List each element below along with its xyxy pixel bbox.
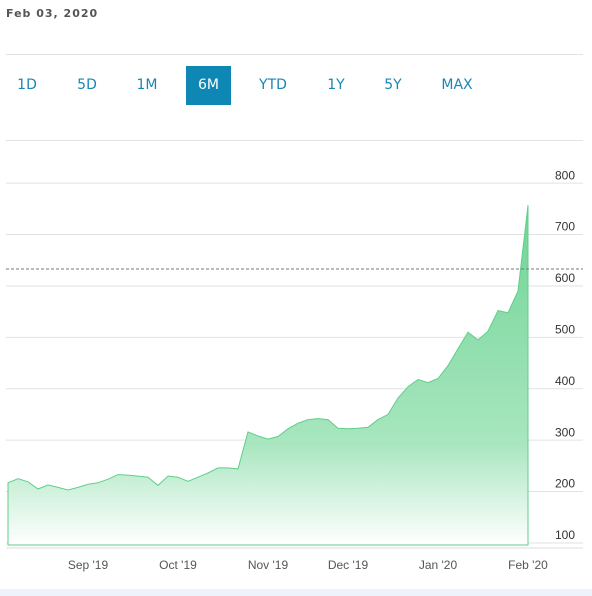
range-button[interactable]: 5D bbox=[77, 77, 97, 93]
y-tick-label: 100 bbox=[555, 528, 575, 542]
y-tick-label: 300 bbox=[555, 425, 575, 439]
x-tick-label: Dec '19 bbox=[328, 558, 369, 572]
y-tick-label: 600 bbox=[555, 271, 575, 285]
range-button[interactable]: YTD bbox=[259, 77, 287, 93]
y-tick-label: 800 bbox=[555, 168, 575, 182]
separator bbox=[6, 54, 583, 55]
range-button[interactable]: 1D bbox=[17, 77, 37, 93]
x-tick-label: Nov '19 bbox=[248, 558, 289, 572]
date: Feb 03, 2020 bbox=[6, 7, 99, 20]
y-tick-label: 400 bbox=[555, 374, 575, 388]
x-tick-label: Feb '20 bbox=[508, 558, 548, 572]
x-tick-label: Jan '20 bbox=[419, 558, 458, 572]
x-tick-label: Sep '19 bbox=[68, 558, 109, 572]
y-tick-label: 200 bbox=[555, 477, 575, 491]
area bbox=[7, 205, 529, 546]
x-tick-label: Oct '19 bbox=[159, 558, 197, 572]
range-button[interactable]: 6M bbox=[186, 66, 231, 105]
range-button[interactable]: 5Y bbox=[384, 77, 402, 93]
footer-strip bbox=[0, 589, 592, 596]
range-button[interactable]: 1Y bbox=[327, 77, 345, 93]
y-tick-label: 700 bbox=[555, 220, 575, 234]
range-button[interactable]: MAX bbox=[441, 77, 473, 93]
y-tick-label: 500 bbox=[555, 323, 575, 337]
separator bbox=[6, 140, 583, 141]
range-button[interactable]: 1M bbox=[136, 77, 158, 93]
